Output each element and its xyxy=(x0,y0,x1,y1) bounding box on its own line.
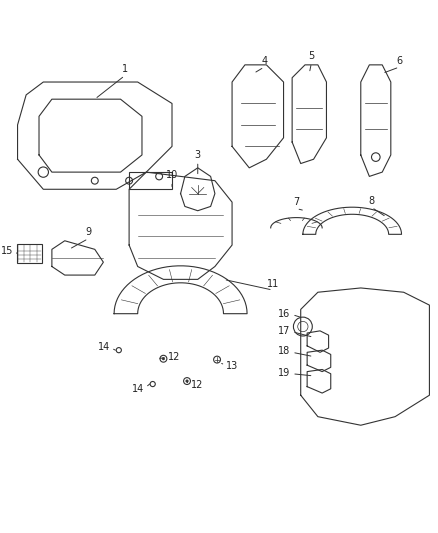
Text: 15: 15 xyxy=(1,246,13,256)
Circle shape xyxy=(186,379,188,382)
Text: 14: 14 xyxy=(132,384,144,394)
Text: 14: 14 xyxy=(98,342,110,352)
Text: 11: 11 xyxy=(267,279,279,289)
Text: 8: 8 xyxy=(368,196,374,206)
Text: 19: 19 xyxy=(278,368,290,378)
Text: 1: 1 xyxy=(122,64,128,74)
Text: 7: 7 xyxy=(293,197,300,207)
Text: 4: 4 xyxy=(261,56,267,66)
Bar xyxy=(129,172,172,189)
Text: 13: 13 xyxy=(226,361,238,371)
Text: 6: 6 xyxy=(396,56,403,66)
Text: 5: 5 xyxy=(308,51,314,61)
Text: 17: 17 xyxy=(278,326,290,336)
Text: 18: 18 xyxy=(278,346,290,357)
Text: 12: 12 xyxy=(191,380,203,390)
Text: 3: 3 xyxy=(194,150,201,160)
Text: 10: 10 xyxy=(166,170,178,180)
Text: 16: 16 xyxy=(278,309,290,319)
Text: 9: 9 xyxy=(85,228,92,237)
Text: 12: 12 xyxy=(168,352,180,362)
Circle shape xyxy=(162,358,165,360)
